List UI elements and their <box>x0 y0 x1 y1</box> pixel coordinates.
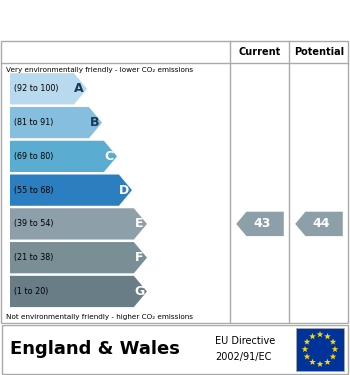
Polygon shape <box>10 242 147 273</box>
Text: B: B <box>89 116 99 129</box>
Polygon shape <box>330 339 336 345</box>
Text: (1 to 20): (1 to 20) <box>14 287 48 296</box>
Text: 44: 44 <box>312 217 330 230</box>
Text: Not environmentally friendly - higher CO₂ emissions: Not environmentally friendly - higher CO… <box>6 314 193 320</box>
Text: (69 to 80): (69 to 80) <box>14 152 53 161</box>
Polygon shape <box>10 141 117 172</box>
Text: (81 to 91): (81 to 91) <box>14 118 53 127</box>
Polygon shape <box>330 353 336 360</box>
Polygon shape <box>10 174 132 206</box>
Text: 2002/91/EC: 2002/91/EC <box>215 352 271 362</box>
Polygon shape <box>324 359 331 365</box>
Text: Very environmentally friendly - lower CO₂ emissions: Very environmentally friendly - lower CO… <box>6 67 193 73</box>
Text: EU Directive: EU Directive <box>215 336 275 346</box>
Text: Potential: Potential <box>294 47 344 57</box>
Polygon shape <box>324 333 331 339</box>
Polygon shape <box>304 353 310 360</box>
Bar <box>296 328 344 371</box>
Polygon shape <box>10 208 147 240</box>
Text: A: A <box>74 82 84 95</box>
Polygon shape <box>10 276 147 307</box>
Polygon shape <box>10 73 87 105</box>
Text: 43: 43 <box>253 217 271 230</box>
Text: D: D <box>119 184 129 196</box>
Polygon shape <box>317 361 323 367</box>
Text: F: F <box>135 251 144 264</box>
Polygon shape <box>304 339 310 345</box>
Polygon shape <box>317 331 323 337</box>
Text: (21 to 38): (21 to 38) <box>14 253 53 262</box>
Polygon shape <box>309 333 316 339</box>
Text: (55 to 68): (55 to 68) <box>14 186 54 195</box>
Polygon shape <box>10 107 102 138</box>
Text: E: E <box>135 217 144 230</box>
Text: England & Wales: England & Wales <box>10 340 180 358</box>
Text: Environmental Impact Rating: Environmental Impact Rating <box>32 11 318 29</box>
Polygon shape <box>309 359 316 365</box>
Text: (39 to 54): (39 to 54) <box>14 219 54 228</box>
Polygon shape <box>295 212 343 236</box>
Text: C: C <box>105 150 114 163</box>
Text: G: G <box>134 285 144 298</box>
Text: Current: Current <box>239 47 281 57</box>
Polygon shape <box>302 346 308 352</box>
Polygon shape <box>236 212 284 236</box>
Text: (92 to 100): (92 to 100) <box>14 84 58 93</box>
Polygon shape <box>332 346 338 352</box>
